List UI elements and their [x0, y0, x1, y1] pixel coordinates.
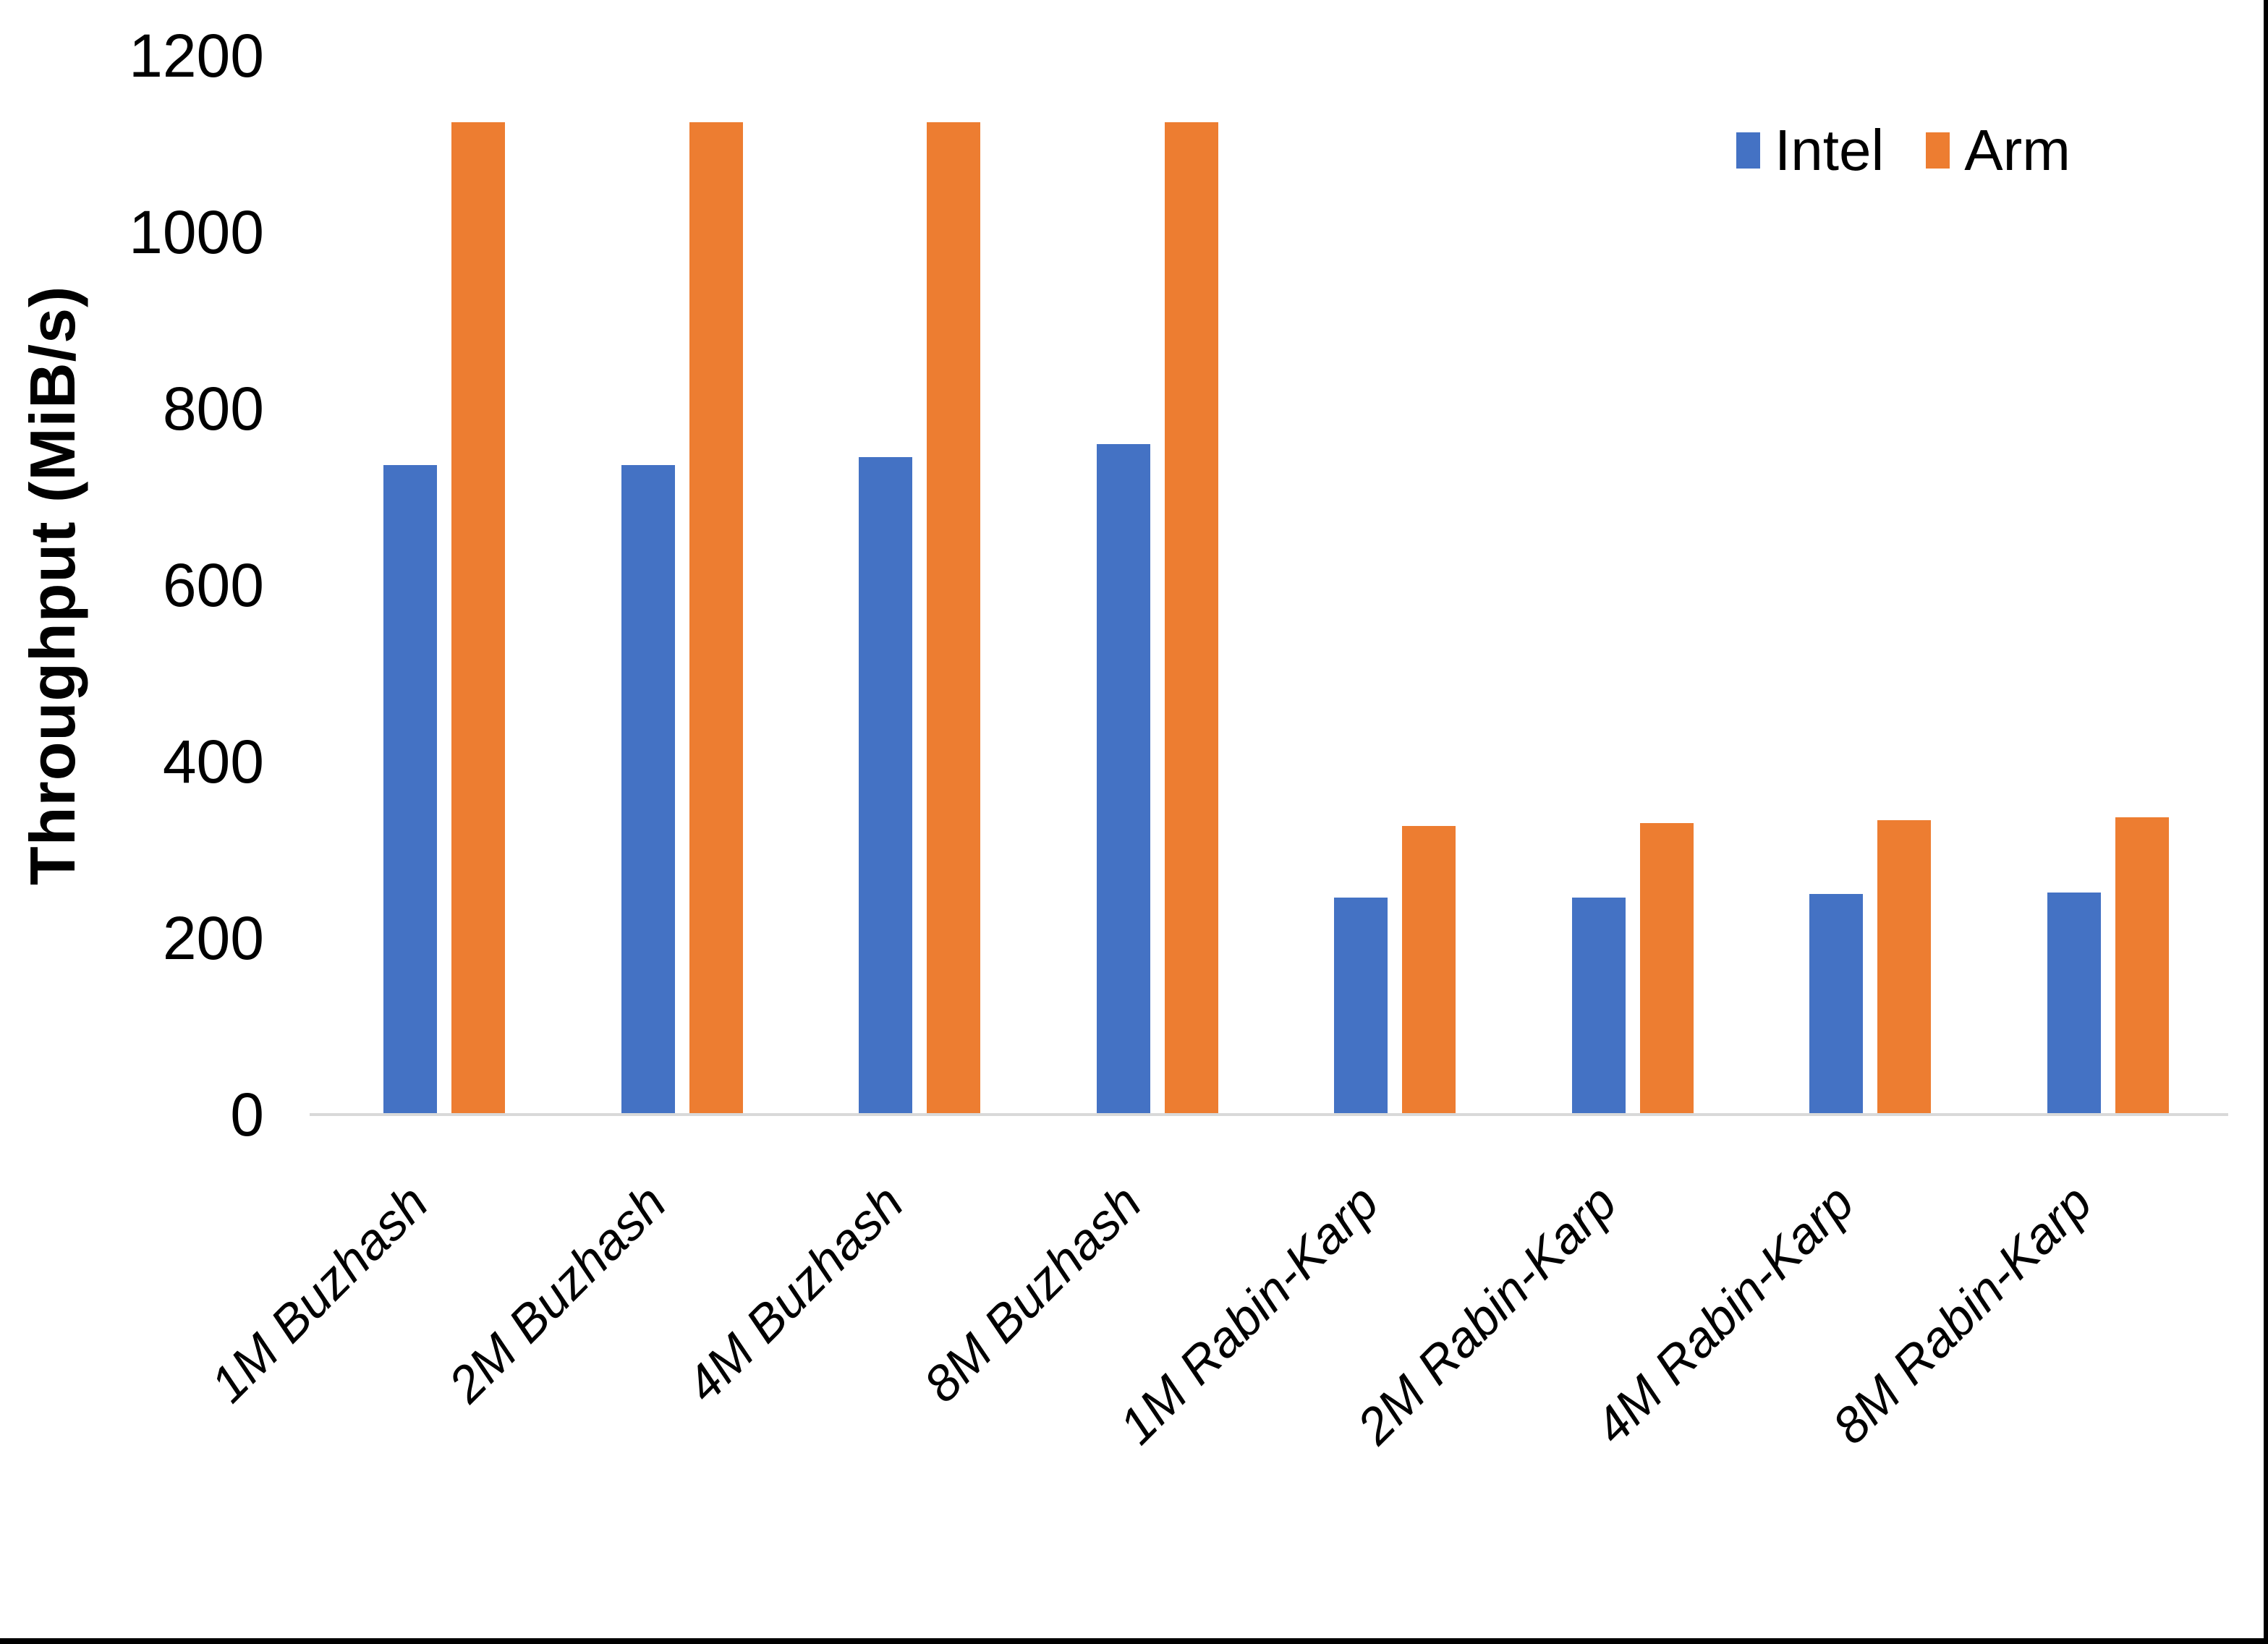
y-tick-label-200: 200	[162, 904, 264, 972]
screen-edge-right-border	[2264, 0, 2268, 1644]
y-tick-label-0: 0	[230, 1081, 264, 1149]
x-axis-category-labels: 1M Buzhash 2M Buzhash 4M Buzhash 8M Buzhash…	[200, 1115, 2227, 1635]
x-label-4m-buzhash: 4M Buzhash	[675, 1174, 914, 1413]
y-tick-label-400: 400	[162, 728, 264, 796]
bar-arm-4m-rabin-karp	[1877, 819, 1932, 1115]
legend-item-arm: Arm	[1926, 122, 2070, 179]
x-label-2m-buzhash: 2M Buzhash	[437, 1174, 677, 1413]
bar-groups	[326, 56, 2227, 1115]
bar-group-2m-rabin-karp	[1514, 56, 1752, 1115]
bar-intel-8m-buzhash	[1096, 443, 1150, 1115]
bar-intel-2m-buzhash	[621, 465, 675, 1115]
legend-label-arm: Arm	[1964, 118, 2070, 182]
legend-swatch-arm	[1926, 132, 1950, 169]
bar-group-4m-buzhash	[801, 56, 1039, 1115]
bar-arm-2m-buzhash	[689, 122, 743, 1115]
bar-arm-8m-buzhash	[1164, 122, 1218, 1115]
bar-group-1m-buzhash	[326, 56, 564, 1115]
bar-arm-1m-buzhash	[451, 122, 506, 1115]
plot-area	[310, 56, 2228, 1116]
legend-item-intel: Intel	[1736, 122, 1884, 179]
bar-group-8m-buzhash	[1039, 56, 1277, 1115]
bar-intel-1m-rabin-karp	[1334, 897, 1388, 1115]
bar-group-1m-rabin-karp	[1276, 56, 1514, 1115]
bar-group-2m-buzhash	[564, 56, 802, 1115]
bar-intel-4m-buzhash	[859, 457, 913, 1115]
bar-intel-2m-rabin-karp	[1571, 897, 1626, 1115]
legend-label-intel: Intel	[1775, 118, 1885, 182]
bar-arm-2m-rabin-karp	[1639, 823, 1694, 1115]
y-axis-tick-labels: 0 200 400 600 800 1000 1200	[0, 0, 264, 1644]
screen-edge-bottom-border	[0, 1638, 2268, 1644]
x-label-8m-buzhash: 8M Buzhash	[912, 1174, 1152, 1413]
x-label-8m-rabin-karp: 8M Rabin-Karp	[1822, 1174, 2103, 1455]
bar-intel-1m-buzhash	[383, 465, 438, 1115]
y-tick-label-800: 800	[162, 375, 264, 443]
x-label-2m-rabin-karp: 2M Rabin-Karp	[1346, 1174, 1628, 1455]
bar-group-8m-rabin-karp	[1989, 56, 2227, 1115]
chart-legend: Intel Arm	[1736, 122, 2070, 179]
bar-arm-8m-rabin-karp	[2115, 817, 2169, 1115]
bar-arm-4m-buzhash	[927, 122, 981, 1115]
x-axis-line	[310, 1113, 2228, 1116]
bar-intel-4m-rabin-karp	[1809, 894, 1864, 1115]
y-tick-label-600: 600	[162, 551, 264, 619]
bar-arm-1m-rabin-karp	[1402, 826, 1456, 1115]
bar-group-4m-rabin-karp	[1751, 56, 1989, 1115]
y-tick-label-1000: 1000	[129, 198, 264, 266]
bar-intel-8m-rabin-karp	[2047, 892, 2101, 1115]
legend-swatch-intel	[1736, 132, 1760, 169]
y-tick-label-1200: 1200	[129, 22, 264, 90]
x-label-4m-rabin-karp: 4M Rabin-Karp	[1584, 1174, 1865, 1455]
x-label-1m-rabin-karp: 1M Rabin-Karp	[1108, 1174, 1390, 1455]
